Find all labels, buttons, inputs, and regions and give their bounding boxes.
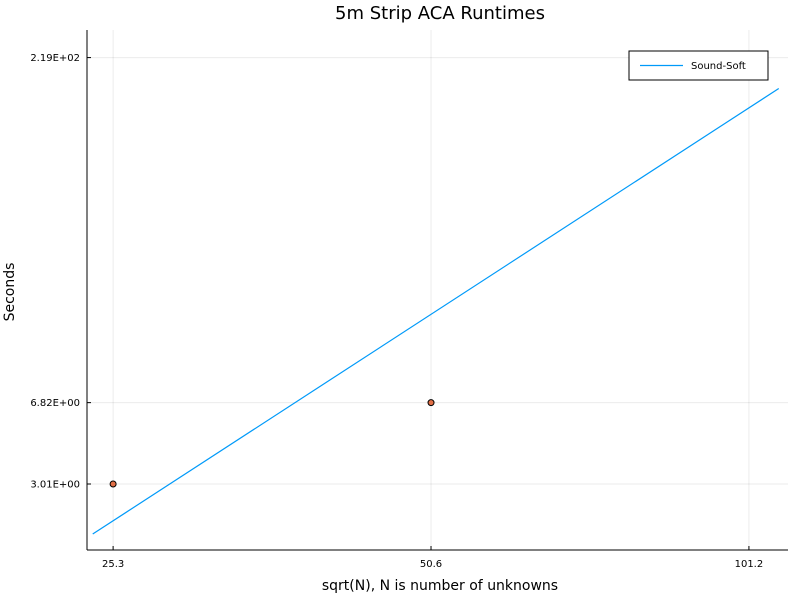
x-axis-label: sqrt(N), N is number of unknowns xyxy=(322,578,558,594)
y-tick-label-2: 2.19E+02 xyxy=(30,53,80,64)
y-tick-label-1: 6.82E+00 xyxy=(30,398,80,409)
x-tick-label-2: 101.2 xyxy=(735,559,764,570)
y-axis-label: Seconds xyxy=(2,263,18,322)
x-tick-label-0: 25.3 xyxy=(102,559,124,570)
series-line-1 xyxy=(92,87,780,535)
x-tick-label-1: 50.6 xyxy=(420,559,442,570)
y-tick-label-0: 3.01E+00 xyxy=(30,479,80,490)
axes xyxy=(86,30,788,551)
marks xyxy=(92,54,780,535)
grid xyxy=(87,30,788,550)
data-point-1 xyxy=(427,399,435,407)
legend-label-sound-soft: Sound-Soft xyxy=(691,61,746,72)
ticks: 25.3 50.6 101.2 3.01E+00 6.82E+00 2.19E+02 xyxy=(30,53,763,570)
chart-title: 5m Strip ACA Runtimes xyxy=(335,3,545,24)
data-point-0 xyxy=(109,480,117,488)
legend: Sound-Soft xyxy=(628,50,769,81)
